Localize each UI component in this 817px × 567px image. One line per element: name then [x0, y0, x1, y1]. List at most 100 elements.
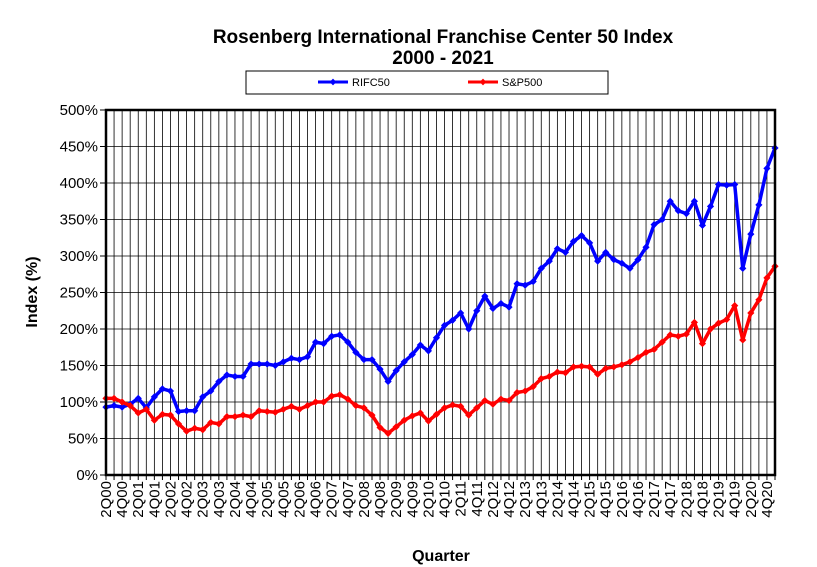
data-point-s-p500 — [231, 413, 239, 421]
data-point-rifc50 — [166, 387, 175, 395]
x-tick-label: 4Q03 — [211, 481, 228, 518]
x-tick-label: 2Q06 — [291, 481, 308, 518]
data-point-s-p500 — [586, 363, 594, 371]
x-axis-label: Quarter — [412, 548, 470, 565]
data-point-rifc50 — [755, 201, 763, 209]
data-point-rifc50 — [706, 202, 715, 210]
data-point-s-p500 — [497, 395, 505, 403]
x-tick-label: 2Q15 — [582, 481, 599, 518]
data-point-s-p500 — [529, 383, 537, 391]
data-point-s-p500 — [553, 368, 561, 376]
data-point-rifc50 — [586, 239, 594, 247]
data-point-rifc50 — [207, 387, 215, 395]
data-point-rifc50 — [489, 304, 497, 313]
data-point-rifc50 — [650, 221, 658, 229]
data-point-s-p500 — [142, 405, 150, 413]
data-point-rifc50 — [336, 331, 344, 339]
data-point-s-p500 — [561, 369, 570, 377]
data-point-s-p500 — [448, 401, 457, 409]
x-tick-label: 4Q16 — [630, 481, 647, 518]
data-point-rifc50 — [376, 365, 384, 373]
data-point-s-p500 — [755, 296, 763, 304]
x-tick-label: 2Q16 — [614, 481, 631, 518]
data-point-s-p500 — [287, 402, 295, 410]
x-tick-label: 4Q11 — [469, 481, 486, 517]
data-point-rifc50 — [368, 356, 376, 364]
data-point-rifc50 — [465, 325, 473, 333]
y-tick-label: 500% — [60, 102, 98, 119]
data-point-s-p500 — [658, 338, 666, 346]
data-point-s-p500 — [674, 332, 682, 340]
data-point-s-p500 — [392, 423, 400, 431]
data-point-s-p500 — [618, 361, 626, 369]
data-point-rifc50 — [118, 403, 126, 411]
x-tick-label: 2Q12 — [485, 481, 502, 518]
data-point-s-p500 — [666, 331, 674, 339]
data-point-s-p500 — [207, 418, 215, 427]
data-point-rifc50 — [110, 402, 118, 410]
x-tick-label: 2Q18 — [678, 481, 695, 518]
data-point-s-p500 — [594, 370, 602, 378]
data-point-rifc50 — [690, 197, 698, 205]
data-point-rifc50 — [150, 393, 158, 401]
legend: RIFC50 S&P500 — [245, 70, 609, 95]
data-point-rifc50 — [594, 257, 602, 265]
data-point-s-p500 — [255, 407, 263, 415]
data-point-s-p500 — [682, 330, 690, 338]
data-point-rifc50 — [199, 393, 207, 401]
data-point-s-p500 — [747, 309, 755, 317]
x-tick-label: 4Q04 — [243, 481, 260, 518]
chart-title: Rosenberg International Franchise Center… — [213, 27, 674, 48]
x-tick-label: 2Q20 — [743, 481, 760, 518]
data-point-rifc50 — [529, 277, 537, 286]
x-tick-label: 2Q10 — [420, 481, 437, 518]
y-tick-label: 150% — [60, 358, 98, 375]
data-point-s-p500 — [610, 363, 618, 371]
legend-label-rifc50: RIFC50 — [352, 77, 390, 89]
data-point-s-p500 — [763, 274, 771, 282]
data-point-rifc50 — [610, 256, 618, 264]
data-point-s-p500 — [376, 423, 384, 432]
data-point-rifc50 — [448, 316, 457, 324]
data-point-s-p500 — [311, 398, 320, 406]
data-point-s-p500 — [295, 405, 304, 413]
data-point-rifc50 — [311, 338, 320, 346]
data-point-rifc50 — [191, 407, 199, 415]
data-point-s-p500 — [174, 420, 183, 428]
x-tick-label: 4Q09 — [404, 481, 421, 518]
data-point-s-p500 — [577, 362, 586, 370]
data-point-rifc50 — [215, 377, 223, 386]
data-point-rifc50 — [344, 338, 352, 346]
data-point-s-p500 — [408, 412, 416, 420]
data-point-s-p500 — [465, 411, 473, 419]
y-tick-label: 300% — [60, 248, 98, 265]
data-point-s-p500 — [731, 302, 739, 310]
data-point-rifc50 — [432, 334, 441, 342]
y-axis: 0% 50% 100% 150% 200% 250% 300% 350% 400% 450% 500… — [60, 102, 106, 484]
data-point-s-p500 — [320, 398, 328, 406]
data-point-rifc50 — [223, 371, 231, 379]
x-tick-label: 4Q13 — [533, 481, 550, 518]
data-point-rifc50 — [602, 248, 610, 256]
data-point-rifc50 — [271, 361, 279, 370]
data-point-s-p500 — [352, 402, 360, 410]
data-point-s-p500 — [642, 348, 650, 356]
data-point-rifc50 — [658, 215, 666, 224]
data-point-s-p500 — [634, 353, 642, 362]
data-point-rifc50 — [473, 307, 481, 315]
data-point-s-p500 — [706, 325, 715, 333]
x-tick-label: 2Q01 — [130, 481, 147, 518]
data-point-rifc50 — [497, 299, 505, 308]
data-point-s-p500 — [303, 402, 312, 410]
x-tick-label: 2Q04 — [227, 481, 244, 518]
data-point-s-p500 — [247, 413, 255, 421]
y-tick-label: 250% — [60, 285, 98, 302]
data-point-rifc50 — [537, 264, 545, 273]
data-point-rifc50 — [674, 207, 682, 215]
x-tick-label: 4Q07 — [340, 481, 357, 518]
data-point-s-p500 — [505, 396, 513, 405]
data-point-rifc50 — [352, 348, 360, 356]
data-point-s-p500 — [481, 396, 489, 405]
data-point-s-p500 — [489, 400, 497, 408]
data-point-s-p500 — [537, 375, 545, 383]
